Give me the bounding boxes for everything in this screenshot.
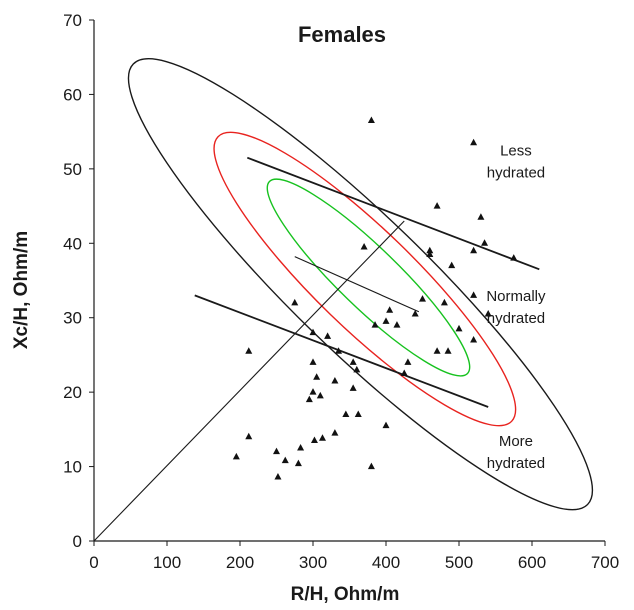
data-point [331, 429, 338, 436]
data-point [470, 336, 477, 343]
data-point [245, 347, 252, 354]
y-axis-label: Xc/H, Ohm/m [11, 231, 32, 349]
tolerance-line [195, 295, 488, 407]
zone-label-line1: Less [500, 143, 532, 160]
data-point [404, 358, 411, 365]
data-point [342, 410, 349, 417]
y-tick-label: 50 [63, 160, 82, 179]
data-point [368, 116, 375, 123]
data-point [273, 448, 280, 455]
data-point [233, 453, 240, 460]
data-point [419, 295, 426, 302]
data-point [355, 410, 362, 417]
x-tick-label: 0 [89, 553, 98, 572]
data-point [368, 463, 375, 470]
y-tick-label: 0 [73, 532, 82, 551]
data-point [383, 317, 390, 324]
data-point [317, 392, 324, 399]
data-point [331, 377, 338, 384]
data-point [470, 247, 477, 254]
data-point [291, 299, 298, 306]
y-tick-label: 70 [63, 11, 82, 30]
mean-vector-line [94, 221, 404, 541]
data-point [456, 325, 463, 332]
data-point [319, 434, 326, 441]
tolerance-line [295, 257, 419, 312]
x-tick-label: 600 [518, 553, 546, 572]
data-point [481, 239, 488, 246]
data-point [434, 202, 441, 209]
ellipse-inner [249, 160, 489, 395]
data-point [310, 358, 317, 365]
data-point [470, 291, 477, 298]
y-tick-label: 30 [63, 309, 82, 328]
data-point [324, 332, 331, 339]
zone-label-line1: More [499, 433, 533, 450]
data-point [383, 422, 390, 429]
zone-label-line2: hydrated [487, 310, 545, 327]
data-point [445, 347, 452, 354]
data-point [393, 321, 400, 328]
data-point [477, 213, 484, 220]
data-point [310, 388, 317, 395]
data-point [350, 384, 357, 391]
ellipse-middle [184, 101, 546, 457]
data-point [441, 299, 448, 306]
data-point [386, 306, 393, 313]
y-tick-label: 40 [63, 234, 82, 253]
y-tick-label: 20 [63, 383, 82, 402]
x-tick-label: 700 [591, 553, 619, 572]
data-point [470, 139, 477, 146]
y-tick-label: 10 [63, 458, 82, 477]
data-point [448, 262, 455, 269]
zone-label-line1: Normally [486, 288, 546, 305]
zone-label-line2: hydrated [487, 455, 545, 472]
chart-title: Females [298, 22, 386, 47]
data-point [311, 437, 318, 444]
plot-area: 0 100 200 300 400 500 600 700 0 10 20 30 40 50 60 70 Les… [63, 11, 634, 572]
data-point [274, 473, 281, 480]
zone-label-line2: hydrated [487, 165, 545, 182]
x-tick-label: 100 [153, 553, 181, 572]
ellipse-outer [86, 16, 634, 553]
data-point [434, 347, 441, 354]
data-point [245, 433, 252, 440]
data-point [361, 243, 368, 250]
data-point [313, 373, 320, 380]
x-tick-label: 400 [372, 553, 400, 572]
data-point [350, 358, 357, 365]
data-point [401, 370, 408, 377]
data-point [282, 457, 289, 464]
y-tick-label: 60 [63, 85, 82, 104]
x-axis-label: R/H, Ohm/m [291, 584, 400, 605]
x-tick-label: 200 [226, 553, 254, 572]
x-tick-label: 300 [299, 553, 327, 572]
data-point [297, 444, 304, 451]
data-point [295, 460, 302, 467]
x-tick-label: 500 [445, 553, 473, 572]
data-point [353, 366, 360, 373]
data-point [510, 254, 517, 260]
data-point [306, 396, 313, 403]
